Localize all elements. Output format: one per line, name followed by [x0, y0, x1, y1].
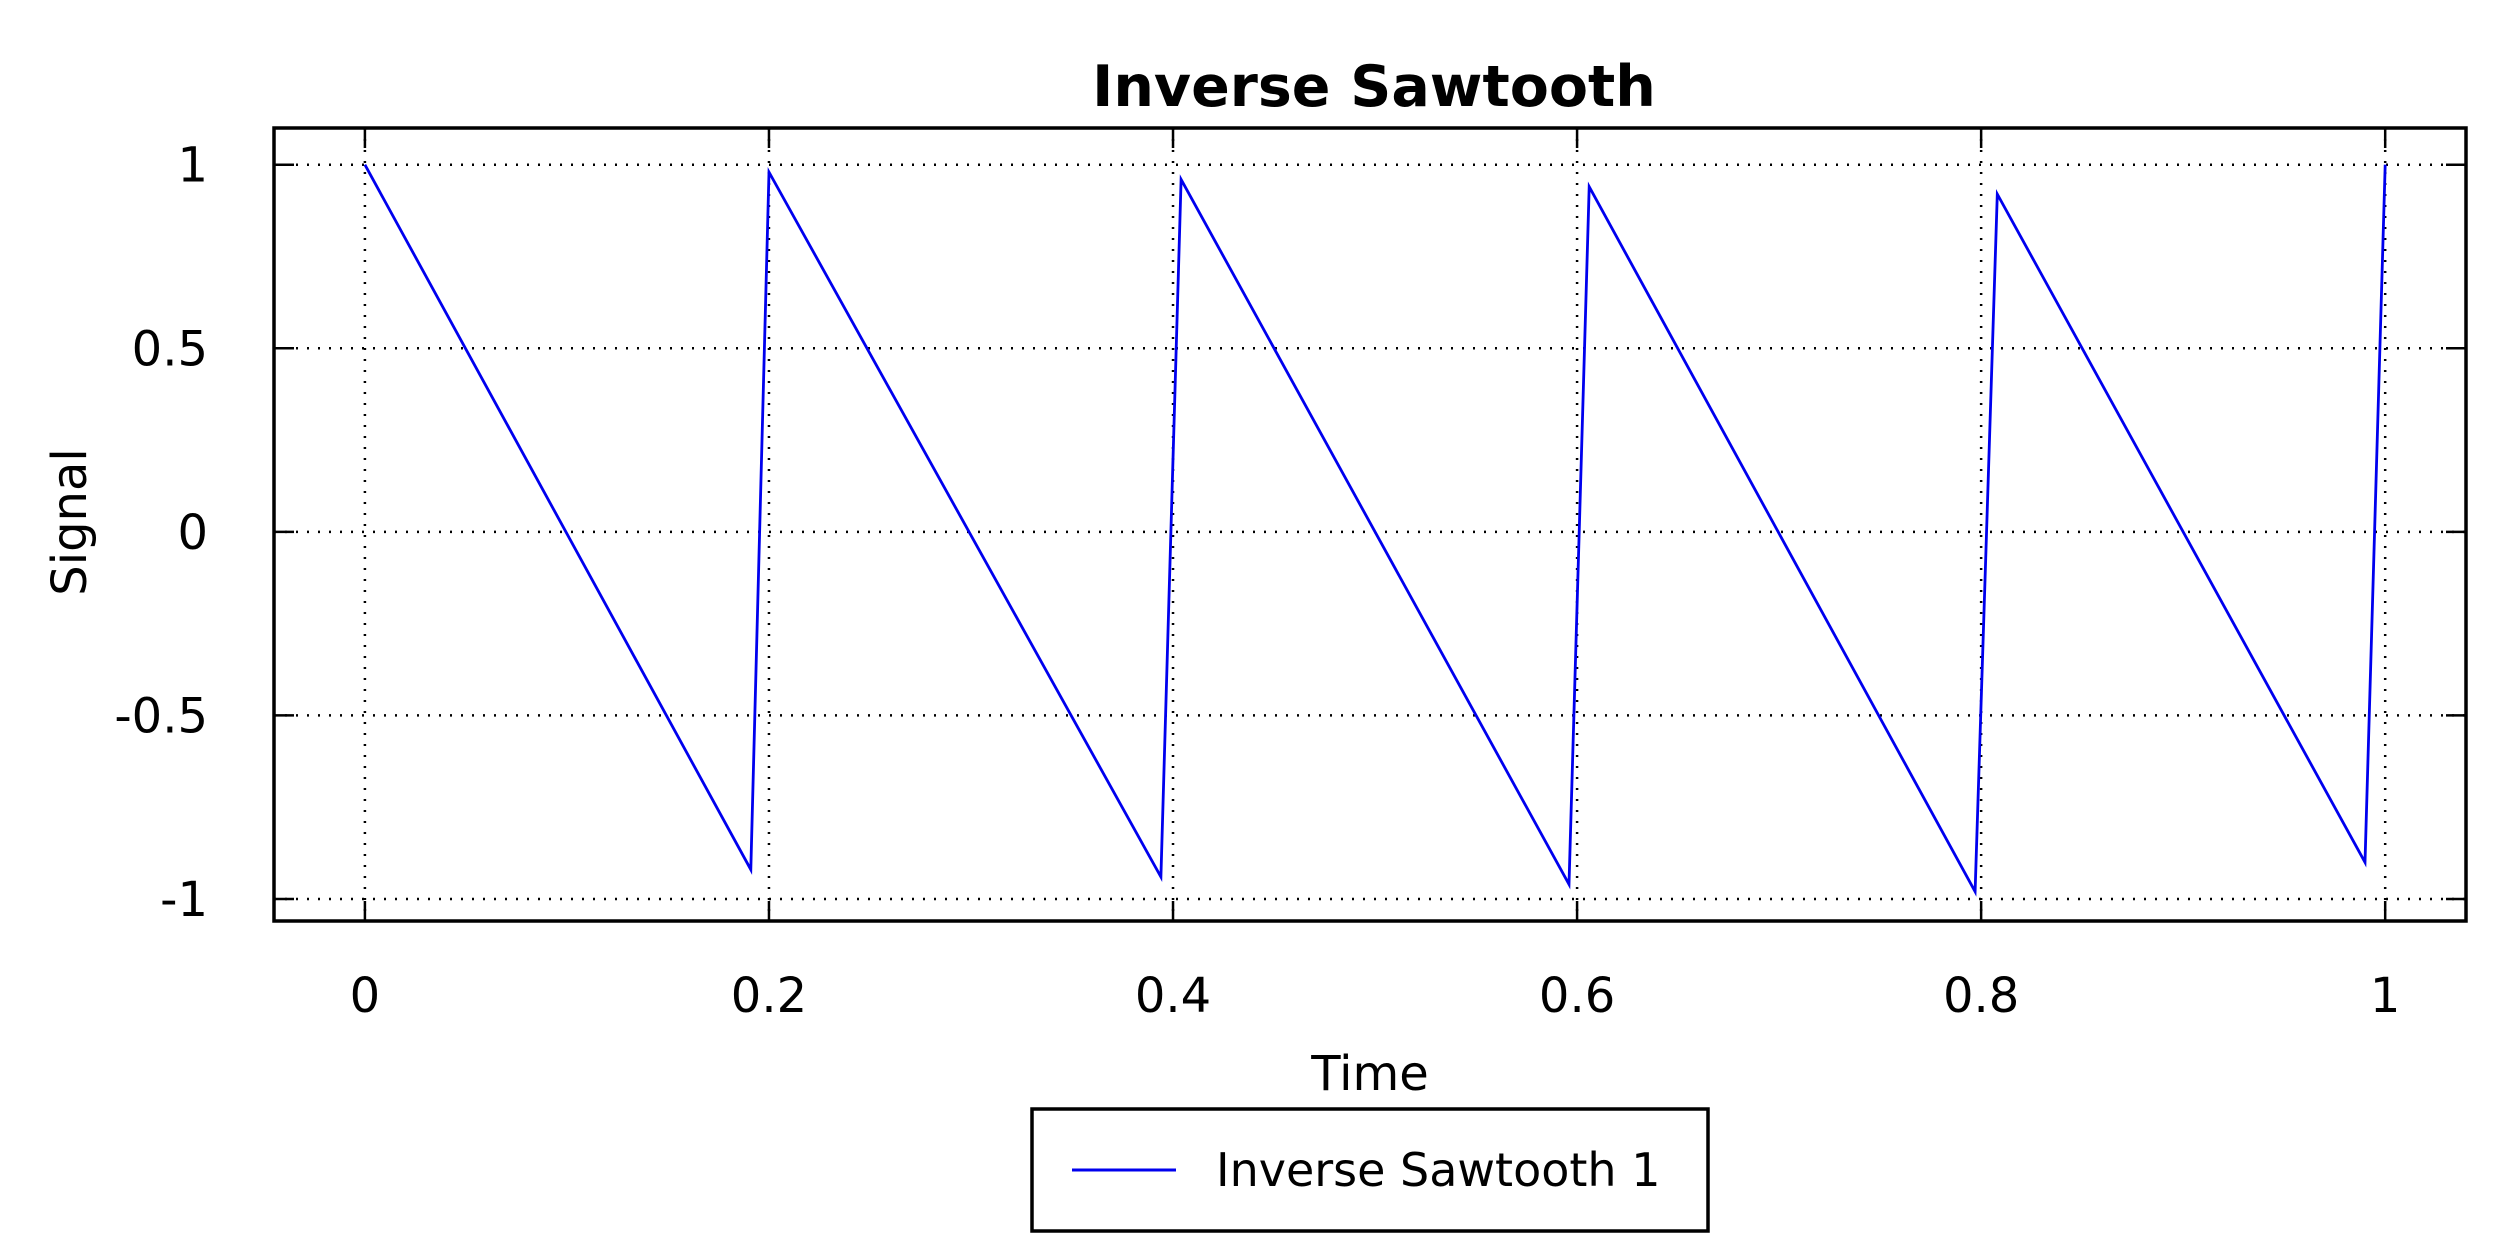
y-tick-label: 0.5	[132, 321, 208, 377]
x-tick-label: 0.8	[1943, 968, 2019, 1024]
x-tick-label: 0.2	[731, 968, 807, 1024]
plot-frame	[272, 126, 2468, 923]
x-tick-label: 0	[350, 968, 381, 1024]
x-tick-labels: 0 0.2 0.4 0.6 0.8 1	[350, 968, 2401, 1024]
legend-entry-inverse-sawtooth-1: Inverse Sawtooth 1	[1216, 1143, 1660, 1197]
grid	[274, 128, 2466, 921]
chart-title: Inverse Sawtooth	[1092, 54, 1656, 120]
legend: Inverse Sawtooth 1	[1030, 1107, 1710, 1233]
y-tick-label: -0.5	[114, 688, 208, 744]
series-line-inverse-sawtooth-1	[363, 164, 2387, 897]
x-tick-label: 1	[2370, 968, 2401, 1024]
tick-marks	[274, 128, 2466, 921]
y-tick-label: 1	[177, 138, 208, 194]
y-tick-labels: 1 0.5 0 -0.5 -1	[114, 138, 208, 928]
y-tick-label: -1	[160, 872, 208, 928]
y-tick-label: 0	[177, 505, 208, 561]
x-tick-label: 0.4	[1135, 968, 1211, 1024]
x-tick-label: 0.6	[1539, 968, 1615, 1024]
series-layer	[363, 164, 2387, 897]
y-axis-label: Signal	[42, 448, 98, 595]
x-axis-label: Time	[1310, 1046, 1428, 1102]
